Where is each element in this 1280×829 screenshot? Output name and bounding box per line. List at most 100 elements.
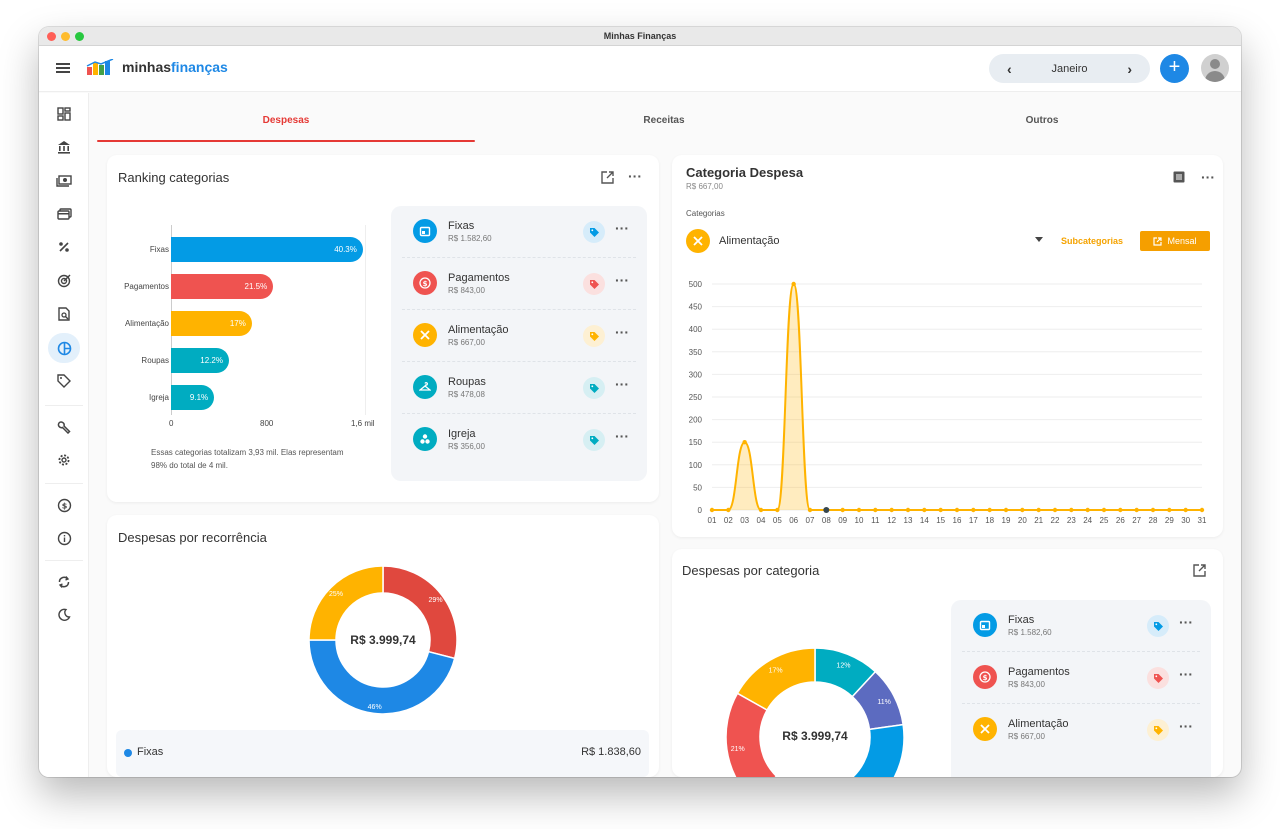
tag-icon[interactable] — [1147, 667, 1169, 689]
bank-icon[interactable] — [48, 132, 80, 162]
data-point[interactable] — [954, 507, 960, 513]
svg-text:$: $ — [983, 674, 988, 682]
dropdown-arrow-icon[interactable] — [1035, 237, 1043, 242]
data-point[interactable] — [1150, 507, 1156, 513]
data-point[interactable] — [1199, 507, 1205, 513]
data-point[interactable] — [742, 440, 747, 445]
gear-icon[interactable] — [48, 445, 80, 475]
data-point[interactable] — [1167, 507, 1172, 513]
list-item[interactable]: Fixas R$ 1.582,60 ··· — [402, 206, 636, 258]
subcategorias-button[interactable]: Subcategorias — [1061, 236, 1124, 246]
chevron-left-icon[interactable]: ‹ — [1007, 60, 1012, 77]
data-point[interactable] — [922, 507, 927, 513]
list-item[interactable]: Alimentação R$ 667,00 ··· — [962, 704, 1200, 756]
more-options-icon[interactable]: ··· — [1179, 666, 1193, 682]
data-point[interactable] — [758, 507, 764, 513]
tab-despesas[interactable]: Despesas — [97, 93, 475, 142]
tag-icon[interactable] — [583, 377, 605, 399]
more-options-icon[interactable]: ··· — [1201, 169, 1215, 185]
tab-outros[interactable]: Outros — [1025, 115, 1059, 126]
tag-icon[interactable] — [583, 429, 605, 451]
data-point[interactable] — [856, 507, 862, 513]
data-point[interactable] — [807, 507, 813, 513]
data-point[interactable] — [1003, 507, 1009, 513]
data-point[interactable] — [823, 507, 830, 513]
data-point[interactable] — [987, 507, 992, 513]
document-search-icon[interactable] — [48, 299, 80, 329]
money-icon[interactable] — [48, 166, 80, 196]
close-window-button[interactable] — [47, 32, 56, 41]
more-options-icon[interactable]: ··· — [615, 220, 629, 236]
cards-icon[interactable] — [48, 199, 80, 229]
tag-icon[interactable] — [1147, 719, 1169, 741]
more-options-icon[interactable]: ··· — [615, 272, 629, 288]
tag-icon[interactable] — [583, 325, 605, 347]
list-item[interactable]: Fixas R$ 1.582,60 ··· — [962, 600, 1200, 652]
donut-slice[interactable] — [308, 565, 384, 641]
data-point[interactable] — [709, 507, 715, 513]
data-point[interactable] — [1101, 507, 1107, 513]
bar[interactable]: 21.5% — [171, 274, 274, 299]
mensal-button[interactable]: Mensal — [1140, 231, 1210, 251]
tag-icon[interactable] — [583, 221, 605, 243]
list-item[interactable]: $ Pagamentos R$ 843,00 ··· — [962, 652, 1200, 704]
tag-icon[interactable] — [583, 273, 605, 295]
list-item[interactable]: Alimentação R$ 667,00 ··· — [402, 310, 636, 362]
tab-receitas[interactable]: Receitas — [643, 115, 685, 126]
bar[interactable]: 9.1% — [171, 385, 215, 410]
data-point[interactable] — [791, 281, 796, 287]
list-item[interactable]: Igreja R$ 356,00 ··· — [402, 414, 636, 466]
bar[interactable]: 40.3% — [171, 237, 363, 262]
data-point[interactable] — [1036, 507, 1041, 513]
more-options-icon[interactable]: ··· — [1179, 718, 1193, 734]
donut-slice[interactable] — [736, 647, 816, 712]
list-item[interactable]: Roupas R$ 478,08 ··· — [402, 362, 636, 414]
data-point[interactable] — [1052, 507, 1058, 513]
donut-slice[interactable] — [308, 639, 456, 715]
pie-chart-icon[interactable] — [48, 333, 80, 363]
wrench-icon[interactable] — [48, 412, 80, 442]
data-point[interactable] — [1134, 507, 1139, 513]
data-point[interactable] — [1118, 507, 1123, 513]
data-point[interactable] — [1085, 507, 1090, 513]
data-point[interactable] — [840, 507, 845, 513]
data-point[interactable] — [775, 507, 780, 513]
more-options-icon[interactable]: ··· — [615, 324, 629, 340]
tag-icon[interactable] — [48, 366, 80, 396]
data-point[interactable] — [889, 507, 894, 513]
info-icon[interactable] — [48, 523, 80, 553]
add-button[interactable]: + — [1160, 54, 1189, 83]
list-item[interactable]: $ Pagamentos R$ 843,00 ··· — [402, 258, 636, 310]
data-point[interactable] — [971, 507, 976, 513]
chevron-right-icon[interactable]: › — [1127, 60, 1132, 77]
zoom-window-button[interactable] — [75, 32, 84, 41]
more-options-icon[interactable]: ··· — [1179, 614, 1193, 630]
list-view-icon[interactable] — [1173, 171, 1185, 183]
dollar-circle-icon[interactable]: $ — [48, 490, 80, 520]
sync-icon[interactable] — [48, 567, 80, 597]
donut-slice[interactable] — [753, 723, 905, 777]
categoria-select-value[interactable]: Alimentação — [719, 235, 780, 247]
data-point[interactable] — [1183, 507, 1188, 513]
percent-icon[interactable] — [48, 232, 80, 262]
menu-icon[interactable] — [56, 63, 70, 73]
data-point[interactable] — [873, 507, 878, 513]
dashboard-icon[interactable] — [48, 99, 80, 129]
target-icon[interactable] — [48, 266, 80, 296]
more-options-icon[interactable]: ··· — [615, 428, 629, 444]
data-point[interactable] — [938, 507, 943, 513]
avatar[interactable] — [1201, 54, 1229, 82]
more-options-icon[interactable]: ··· — [615, 376, 629, 392]
data-point[interactable] — [1020, 507, 1025, 513]
data-point[interactable] — [726, 507, 731, 513]
moon-icon[interactable] — [48, 600, 80, 630]
bar[interactable]: 12.2% — [171, 348, 229, 373]
more-options-icon[interactable]: ··· — [628, 168, 642, 184]
bar[interactable]: 17% — [171, 311, 252, 336]
open-external-icon[interactable] — [601, 171, 614, 184]
minimize-window-button[interactable] — [61, 32, 70, 41]
open-external-icon[interactable] — [1193, 564, 1206, 577]
data-point[interactable] — [1069, 507, 1074, 513]
data-point[interactable] — [905, 507, 911, 513]
tag-icon[interactable] — [1147, 615, 1169, 637]
